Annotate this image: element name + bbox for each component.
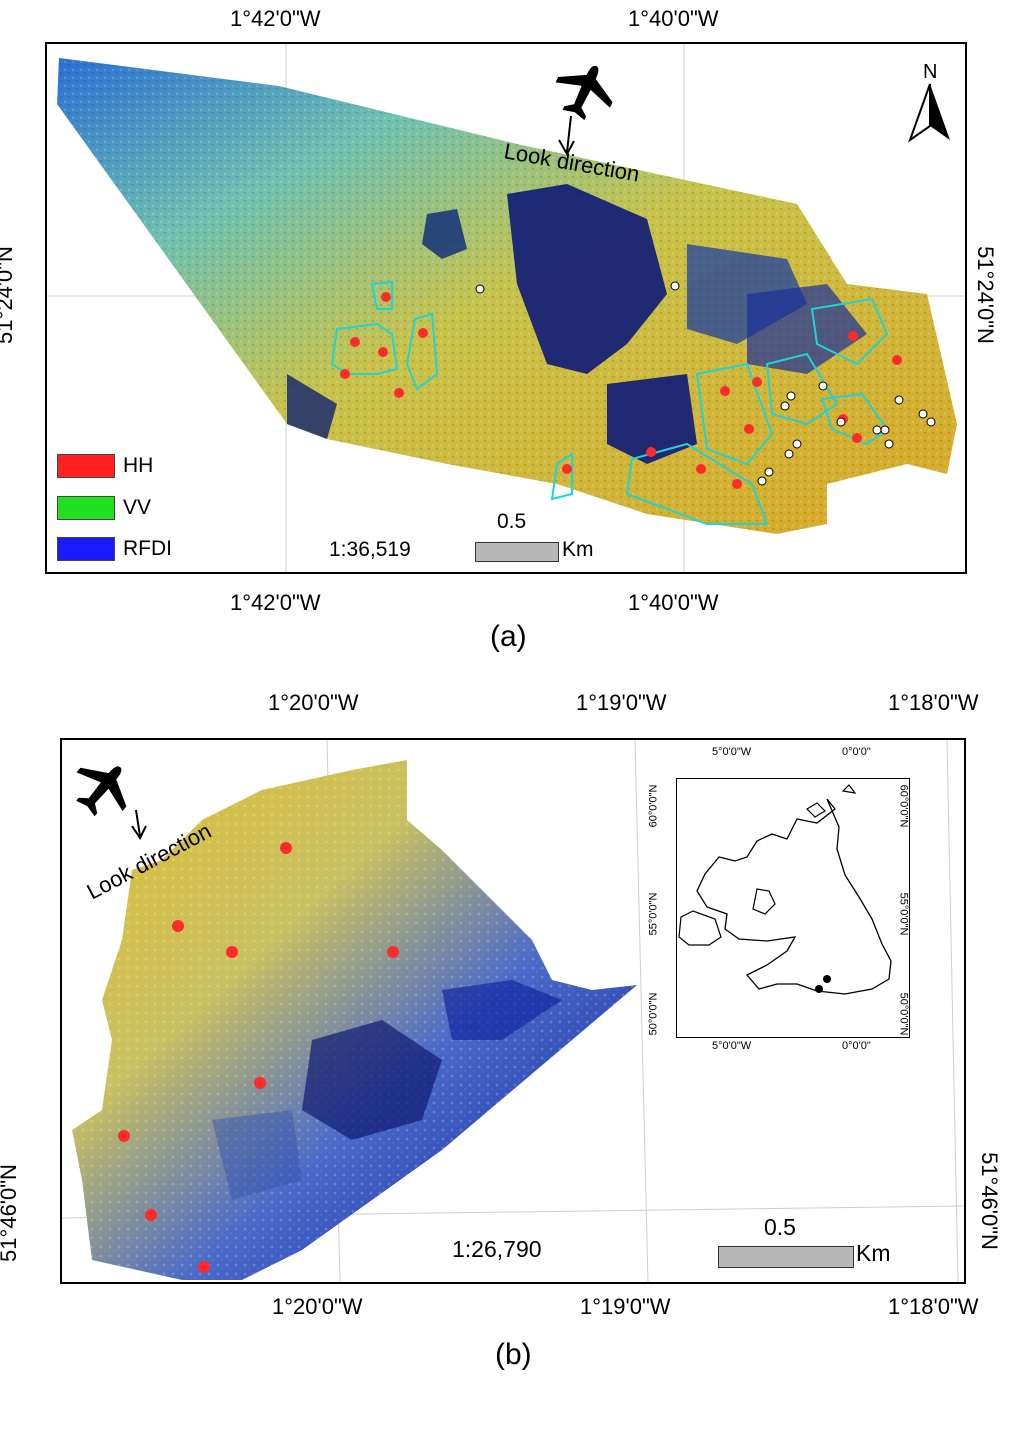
panel-b-bottom-lon-label-2: 1°19'0"W [580, 1294, 671, 1319]
inset-top-label-1: 5°0'0"W [712, 746, 752, 758]
panel-a-label: (a) [490, 620, 527, 653]
panel-b-lat-label-left: 51°46'0"N [0, 1164, 21, 1262]
panel-a-north-label: N [923, 61, 937, 83]
panel-a-top-lon-label-2: 1°40'0"W [628, 6, 719, 31]
panel-a-top-lon-label-1: 1°42'0"W [230, 6, 321, 31]
panel-b-bottom-lon-label-3: 1°18'0"W [888, 1294, 979, 1319]
panel-b-lat-label-right: 51°46'0"N [976, 1152, 1002, 1250]
panel-b-airplane-icon [76, 766, 127, 817]
panel-a-scale-unit: Km [562, 538, 594, 561]
legend-item-hh: HH [57, 454, 153, 478]
panel-a-field-outlines [330, 280, 889, 525]
panel-b-top-lon-label-1: 1°20'0"W [268, 690, 359, 715]
legend-item-vv: VV [57, 496, 151, 520]
panel-a-north-arrow-icon [908, 83, 950, 143]
legend-swatch-vv [57, 496, 115, 520]
panel-b-scale-ratio: 1:26,790 [452, 1236, 542, 1262]
inset-right-label-3: 50°0'0"N [897, 992, 910, 1036]
panel-a-scale-value: 0.5 [497, 510, 527, 533]
legend-label-hh: HH [123, 454, 154, 477]
legend-item-rfdi: RFDI [57, 537, 172, 561]
panel-a-bottom-lon-label-2: 1°40'0"W [628, 590, 719, 615]
panel-b-scale-unit: Km [856, 1240, 891, 1266]
panel-a-lat-label-right: 51°24'0"N [972, 246, 998, 344]
inset-top-label-2: 0°0'0" [842, 746, 871, 758]
panel-a-reference-points [475, 281, 936, 486]
panel-b-bottom-lon-label-1: 1°20'0"W [272, 1294, 363, 1319]
inset-left-label-3: 50°0'0"N [647, 992, 660, 1036]
panel-a-airplane-icon [555, 65, 613, 121]
panel-b-map-frame: Look direction 5°0'0"W 0°0'0" 5°0'0"W 0°… [60, 738, 966, 1284]
panel-b-map: Look direction [62, 740, 964, 1282]
legend-label-vv: VV [123, 496, 152, 519]
panel-b-look-arrow-icon [131, 809, 147, 840]
panel-a-look-arrow-icon [558, 115, 575, 157]
panel-b-scale-value: 0.5 [764, 1214, 796, 1240]
inset-site-point-2 [815, 985, 823, 993]
panel-a-scale-ratio: 1:36,519 [329, 538, 411, 561]
inset-right-label-2: 55°0'0"N [897, 892, 910, 936]
inset-right-label-1: 60°0'0"N [897, 784, 910, 828]
panel-b-sample-points [118, 842, 399, 1273]
legend-swatch-hh [57, 454, 115, 478]
inset-bottom-label-2: 0°0'0" [842, 1040, 871, 1052]
legend-swatch-rfdi [57, 537, 115, 561]
panel-a-bottom-lon-label-1: 1°42'0"W [230, 590, 321, 615]
inset-map [676, 778, 910, 1038]
panel-a-lat-label-left: 51°24'0"N [0, 246, 17, 344]
inset-bottom-label-1: 5°0'0"W [712, 1040, 752, 1052]
inset-left-label-2: 55°0'0"N [647, 892, 660, 936]
panel-a-sample-points [340, 292, 902, 489]
panel-a-scale-bar [475, 542, 559, 562]
inset-uk-outline [678, 784, 892, 995]
panel-b-top-lon-label-2: 1°19'0"W [576, 690, 667, 715]
inset-site-point-1 [823, 975, 831, 983]
inset-left-label-1: 60°0'0"N [647, 784, 660, 828]
panel-b-label: (b) [495, 1338, 532, 1371]
panel-a-map: Look direction N [47, 44, 965, 572]
panel-b-scale-bar [718, 1246, 854, 1268]
panel-b-top-lon-label-3: 1°18'0"W [888, 690, 979, 715]
legend-label-rfdi: RFDI [123, 537, 172, 560]
panel-a-map-frame: Look direction N HH VV RFDI 1:36,519 0.5… [45, 42, 967, 574]
